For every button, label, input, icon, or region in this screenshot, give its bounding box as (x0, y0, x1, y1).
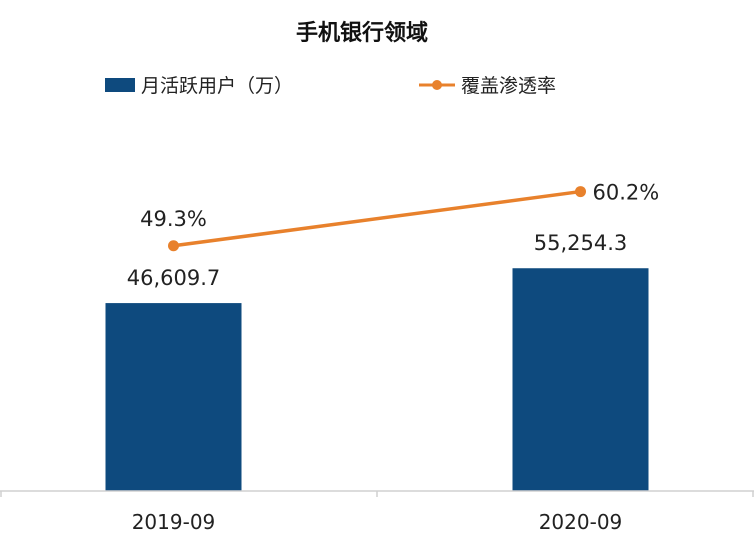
legend-swatch-marker (432, 80, 442, 90)
line-point-2020-09 (575, 186, 586, 198)
bar-2019-09 (105, 303, 242, 491)
line-data-label-2019-09: 49.3% (140, 207, 207, 231)
line-data-label-2020-09: 60.2% (593, 181, 660, 205)
legend: 月活跃用户（万） 覆盖渗透率 (105, 75, 556, 97)
legend-swatch-bar (105, 78, 135, 92)
bar-series: 46,609.7 55,254.3 (105, 231, 649, 491)
bar-data-label-2020-09: 55,254.3 (534, 231, 628, 255)
line-series: 49.3% 60.2% (140, 181, 659, 252)
line-path (173, 189, 581, 248)
bar-data-label-2019-09: 46,609.7 (127, 266, 221, 290)
legend-label-bar: 月活跃用户（万） (141, 75, 293, 97)
bar-2020-09 (512, 268, 649, 491)
chart-title: 手机银行领域 (296, 20, 428, 46)
x-tick-label-2019-09: 2019-09 (132, 510, 216, 534)
legend-label-line: 覆盖渗透率 (461, 75, 556, 97)
line-point-2019-09 (168, 240, 179, 252)
x-axis: 2019-09 2020-09 (0, 490, 754, 534)
x-tick-label-2020-09: 2020-09 (539, 510, 623, 534)
